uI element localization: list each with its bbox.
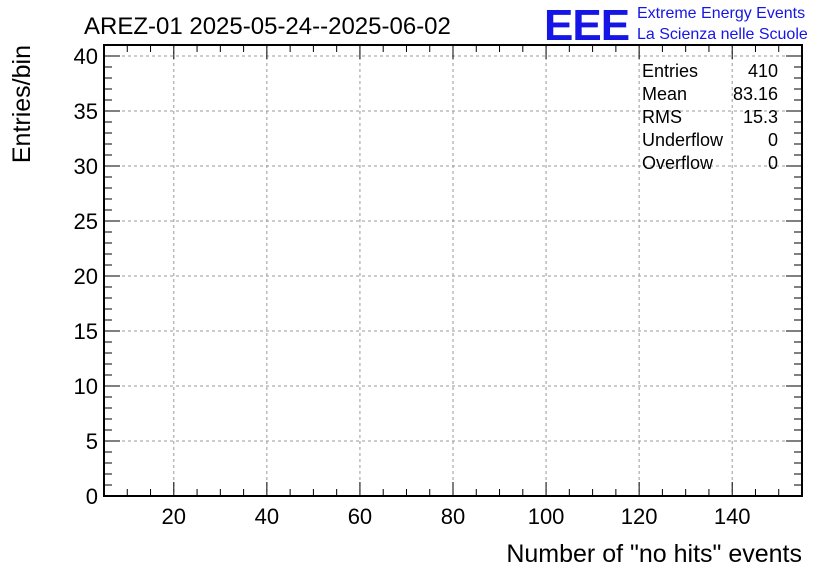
histogram-bin: [723, 485, 732, 496]
histogram-bin: [444, 67, 453, 496]
histogram-bin: [648, 441, 657, 496]
y-tick-label: 30: [74, 154, 98, 179]
histogram-bin: [593, 474, 602, 496]
histogram-bin: [360, 452, 369, 496]
histogram-bin: [546, 320, 555, 496]
histogram-bin: [323, 463, 332, 496]
eee-logo: EEE Extreme Energy Events La Scienza nel…: [544, 1, 808, 50]
stats-box: Entries 410 Mean 83.16 RMS 15.3 Underflow 0 Over…: [642, 61, 778, 173]
histogram-bin: [425, 265, 434, 496]
histogram-bin: [406, 331, 415, 496]
stats-label: RMS: [642, 107, 682, 127]
histogram-bin: [379, 408, 388, 496]
histogram-bin: [602, 419, 611, 496]
stats-label: Overflow: [642, 153, 714, 173]
eee-logo-line1: Extreme Energy Events: [637, 5, 805, 22]
y-tick-label: 20: [74, 264, 98, 289]
stats-label: Underflow: [642, 130, 724, 150]
stats-label: Mean: [642, 84, 687, 104]
x-tick-label: 80: [441, 504, 465, 529]
histogram-bin: [639, 485, 648, 496]
x-tick-label: 120: [621, 504, 658, 529]
plot-frame: [103, 44, 803, 497]
histogram-bin: [462, 221, 471, 496]
stats-value: 83.16: [733, 84, 778, 104]
x-tick-label: 140: [714, 504, 751, 529]
x-tick-label: 60: [348, 504, 372, 529]
y-axis-label: Entries/bin: [8, 45, 36, 163]
histogram-bin: [490, 155, 499, 496]
histogram-bin: [295, 485, 304, 496]
histogram-bin: [695, 474, 704, 496]
histogram-bin: [760, 485, 769, 496]
histogram-bin: [416, 375, 425, 496]
histogram-bin: [434, 331, 443, 496]
histogram-bin: [397, 430, 406, 496]
histogram-bin: [583, 408, 592, 496]
stats-value: 0: [768, 130, 778, 150]
histogram-bin: [472, 210, 481, 496]
x-axis-label: Number of "no hits" events: [506, 540, 802, 568]
grid-lines: [104, 45, 802, 496]
stats-label: Entries: [642, 61, 698, 81]
histogram-bin: [555, 364, 564, 496]
chart-title: AREZ-01 2025-05-24--2025-06-02: [84, 13, 451, 40]
y-tick-label: 5: [86, 429, 98, 454]
histogram-bin: [369, 463, 378, 496]
y-tick-label: 0: [86, 484, 98, 509]
histogram-bin: [527, 353, 536, 496]
histogram-bin: [574, 474, 583, 496]
x-tick-label: 100: [528, 504, 565, 529]
histogram-bin: [565, 364, 574, 496]
histogram-bin: [183, 485, 192, 496]
histogram-bin: [174, 485, 183, 496]
axis-ticks: [104, 44, 802, 497]
histogram-bin: [676, 485, 685, 496]
stats-value: 15.3: [743, 107, 778, 127]
y-tick-labels: 0 5 10 15 20 25 30 35 40: [74, 44, 98, 509]
y-tick-label: 35: [74, 99, 98, 124]
y-tick-label: 10: [74, 374, 98, 399]
x-tick-label: 40: [255, 504, 279, 529]
histogram-bin: [509, 287, 518, 496]
stats-value: 0: [768, 153, 778, 173]
histogram-bin: [481, 408, 490, 496]
stats-value: 410: [748, 61, 778, 81]
eee-logo-line2: La Scienza nelle Scuole: [637, 26, 808, 43]
y-tick-label: 15: [74, 319, 98, 344]
x-tick-labels: 20 40 60 80 100 120 140: [162, 504, 751, 529]
histogram-bin: [667, 441, 676, 496]
x-tick-label: 20: [162, 504, 186, 529]
y-tick-label: 25: [74, 209, 98, 234]
histogram-bin: [686, 485, 695, 496]
histogram-bin: [537, 397, 546, 496]
histogram-bin: [714, 485, 723, 496]
histogram-bin: [127, 485, 136, 496]
histogram-bin: [388, 419, 397, 496]
eee-logo-letters: EEE: [544, 1, 629, 50]
histogram-bin: [500, 364, 509, 496]
y-tick-label: 40: [74, 44, 98, 69]
